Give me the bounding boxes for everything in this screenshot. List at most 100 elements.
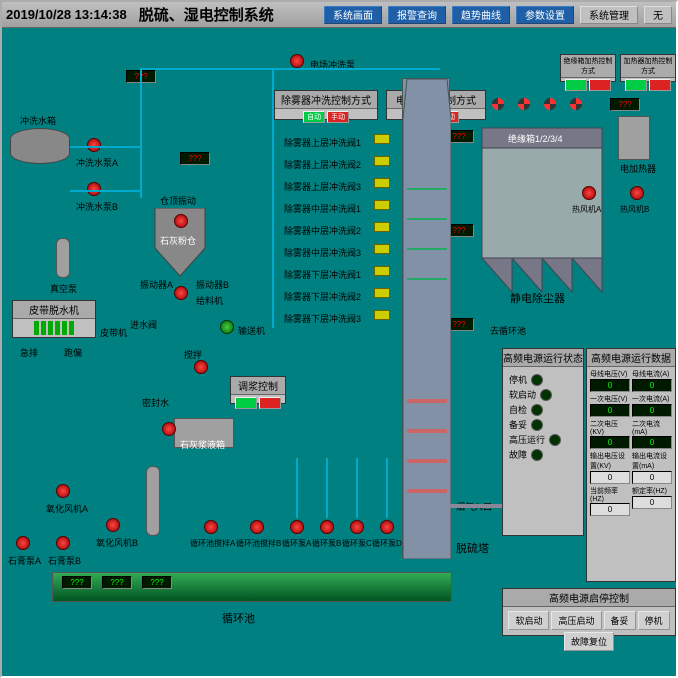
system-title: 脱硫、湿电控制系统 [139,4,274,25]
oxid-fan-a[interactable] [56,484,70,498]
elec-heater [618,116,650,160]
hot-a-label: 热风机A [572,204,601,215]
slurry-tank-label: 石灰浆液箱 [180,438,225,451]
slurry-pump[interactable] [162,422,176,436]
mixer-motor[interactable] [194,360,208,374]
gypsum-pump-b[interactable] [56,536,70,550]
cycle-pump-c[interactable] [350,520,364,534]
esp-motor-1[interactable] [492,98,504,110]
defog-v2: 除雾器上层冲洗阀2 [284,158,361,171]
esp-motor-2[interactable] [518,98,530,110]
flush-pump-b[interactable] [87,182,101,196]
cycle-d-label: 循环泵D [372,538,402,549]
hv-status-panel: 高频电源运行状态 停机 软启动 自检 备妥 高压运行 故障 [502,348,584,536]
cycle-mix-b[interactable] [250,520,264,534]
seal-label: 密封水 [142,396,169,409]
gypsum-b-label: 石膏泵B [48,554,81,567]
defog-valve-1[interactable] [374,134,390,144]
hot-b-label: 热风机B [620,204,649,215]
hot-fan-a[interactable] [582,186,596,200]
defog-valve-8[interactable] [374,288,390,298]
hv-btn-ready[interactable]: 备妥 [604,611,636,630]
desulf-tower [402,78,450,558]
defog-manual[interactable]: 手动 [327,111,349,123]
cycle-pump-b[interactable] [320,520,334,534]
cycle-pump-d[interactable] [380,520,394,534]
defog-auto[interactable]: 自动 [303,111,325,123]
vacuum-label: 真空泵 [50,282,77,295]
hot-fan-b[interactable] [630,186,644,200]
hv-status-title: 高频电源运行状态 [503,349,583,367]
datetime: 2019/10/28 13:14:38 [6,7,127,22]
nav-btn-1[interactable]: 系统画面 [324,6,382,24]
run-dev-label: 跑偏 [64,346,82,359]
flush-pump-a-label: 冲洗水泵A [76,156,118,169]
defog-v4: 除雾器中层冲洗阀1 [284,202,361,215]
oxid-a-label: 氧化风机A [46,502,88,515]
hv-ctrl-title: 高频电源启停控制 [503,589,675,607]
nav-btn-3[interactable]: 趋势曲线 [452,6,510,24]
defog-ctrl-panel: 除雾器冲洗控制方式 自动手动 [274,90,378,120]
oxid-fan-b[interactable] [106,518,120,532]
flush-pump-b-label: 冲洗水泵B [76,200,118,213]
heater-label: 电加热器 [620,162,656,175]
conveyor-motor[interactable] [220,320,234,334]
hv-btn-hvstart[interactable]: 高压启动 [551,611,601,630]
heater-ctrl-title: 加热器加热控制方式 [621,55,675,78]
feeder-motor[interactable] [174,286,188,300]
cycle-mix-b-label: 循环池搅拌B [236,538,281,549]
esp-motor-4[interactable] [570,98,582,110]
flush-pump-a[interactable] [87,138,101,152]
defog-valve-6[interactable] [374,244,390,254]
cycle-c-label: 循环泵C [342,538,372,549]
defog-valve-7[interactable] [374,266,390,276]
insul-ctrl-panel: 绝缘箱加热控制方式 [560,54,616,82]
oxid-b-label: 氧化风机B [96,536,138,549]
led-stop [531,374,543,386]
insul-ctrl-title: 绝缘箱加热控制方式 [561,55,615,78]
hv-btn-reset[interactable]: 故障复位 [564,632,614,651]
feeder-label: 给料机 [196,294,223,307]
inlet-valve-label: 进水阀 [130,318,157,331]
pool-val-3: ??? [142,576,172,589]
hv-btn-softstart[interactable]: 软启动 [508,611,549,630]
belt-panel-title: 皮带脱水机 [13,301,95,319]
belt-mach-label: 皮带机 [100,326,127,339]
hv-btn-stop[interactable]: 停机 [638,611,670,630]
cycle-pump-a[interactable] [290,520,304,534]
defog-valve-4[interactable] [374,200,390,210]
defog-valve-2[interactable] [374,156,390,166]
defog-ctrl-title: 除雾器冲洗控制方式 [275,91,377,109]
defog-v1: 除雾器上层冲洗阀1 [284,136,361,149]
defog-valve-3[interactable] [374,178,390,188]
defog-v3: 除雾器上层冲洗阀3 [284,180,361,193]
reading-2: ??? [180,152,210,165]
nav-btn-5[interactable]: 系统管理 [580,6,638,24]
defog-valve-5[interactable] [374,222,390,232]
gypsum-pump-a[interactable] [16,536,30,550]
standpipe [146,466,160,536]
cycle-a-label: 循环泵A [282,538,311,549]
silo-top-pump[interactable] [174,214,188,228]
tower-label: 脱硫塔 [456,540,489,556]
nav-btn-6[interactable]: 无 [644,6,672,24]
defog-valve-9[interactable] [374,310,390,320]
defog-v7: 除雾器下层冲洗阀1 [284,268,361,281]
slurry-ctrl-panel[interactable]: 调浆控制 [230,376,286,404]
scada-canvas: 冲洗水箱 冲洗水泵A 冲洗水泵B ??? ??? 真空泵 皮带脱水机 皮带机 急… [2,28,676,676]
field-pump[interactable] [290,54,304,68]
gypsum-a-label: 石膏泵A [8,554,41,567]
vib-a-label: 振动器A [140,278,173,291]
header-bar: 2019/10/28 13:14:38 脱硫、湿电控制系统 系统画面 报警查询 … [2,2,676,28]
cycle-b-label: 循环泵B [312,538,341,549]
hv-data-title: 高频电源运行数据 [587,349,675,367]
nav-btn-2[interactable]: 报警查询 [388,6,446,24]
defog-v8: 除雾器下层冲洗阀2 [284,290,361,303]
defog-v9: 除雾器下层冲洗阀3 [284,312,361,325]
cycle-mix-a[interactable] [204,520,218,534]
mixer-label: 搅拌 [184,348,202,361]
vacuum-vessel [56,238,70,278]
conveyor-label: 输送机 [238,324,265,337]
nav-btn-4[interactable]: 参数设置 [516,6,574,24]
esp-motor-3[interactable] [544,98,556,110]
